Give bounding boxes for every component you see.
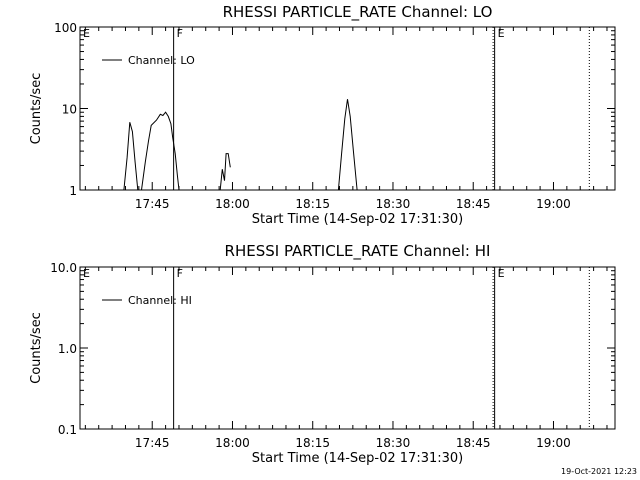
plot-frame bbox=[79, 266, 616, 430]
timestamp: 19-Oct-2021 12:23 bbox=[561, 467, 637, 476]
y-axis-label: Counts/sec bbox=[29, 312, 44, 384]
x-tick-label: 17:45 bbox=[135, 197, 170, 211]
x-tick-label: 18:00 bbox=[215, 436, 250, 450]
plot-frame bbox=[79, 26, 616, 191]
chart-title: RHESSI PARTICLE_RATE Channel: HI bbox=[225, 242, 491, 261]
event-marker-label: E bbox=[498, 267, 505, 280]
y-axis-label: Counts/sec bbox=[29, 73, 44, 145]
series-line bbox=[337, 99, 358, 191]
y-tick-label: 1 bbox=[69, 184, 77, 198]
legend-label: Channel: LO bbox=[128, 54, 195, 67]
y-tick-label: 10.0 bbox=[50, 261, 77, 275]
x-tick-label: 17:45 bbox=[135, 436, 170, 450]
y-tick-label: 100 bbox=[54, 21, 77, 35]
x-tick-label: 19:00 bbox=[536, 436, 571, 450]
series-line bbox=[123, 122, 139, 191]
x-tick-label: 18:15 bbox=[295, 197, 330, 211]
chart-title: RHESSI PARTICLE_RATE Channel: LO bbox=[223, 3, 493, 22]
series-line bbox=[141, 111, 180, 191]
event-marker-label: E bbox=[83, 267, 90, 280]
y-tick-label: 1.0 bbox=[58, 342, 77, 356]
x-tick-label: 18:15 bbox=[295, 436, 330, 450]
x-tick-label: 19:00 bbox=[536, 197, 571, 211]
x-tick-label: 18:00 bbox=[215, 197, 250, 211]
panel-hi: RHESSI PARTICLE_RATE Channel: HI 0.1 1.0 10… bbox=[29, 242, 616, 466]
x-tick-label: 18:45 bbox=[456, 197, 491, 211]
event-marker-label: F bbox=[177, 267, 183, 280]
x-tick-label: 18:30 bbox=[376, 197, 411, 211]
x-axis-label: Start Time (14-Sep-02 17:31:30) bbox=[252, 451, 463, 466]
series-line bbox=[219, 153, 231, 191]
y-tick-label: 0.1 bbox=[58, 423, 77, 437]
panel-lo: RHESSI PARTICLE_RATE Channel: LO 1 10 100 17… bbox=[29, 3, 616, 227]
event-marker-label: E bbox=[498, 27, 505, 40]
event-marker-label: E bbox=[83, 27, 90, 40]
y-tick-label: 10 bbox=[62, 103, 77, 117]
x-tick-label: 18:30 bbox=[376, 436, 411, 450]
x-axis-label: Start Time (14-Sep-02 17:31:30) bbox=[252, 212, 463, 227]
x-tick-label: 18:45 bbox=[456, 436, 491, 450]
event-marker-label: F bbox=[177, 27, 183, 40]
legend-label: Channel: HI bbox=[128, 294, 192, 307]
